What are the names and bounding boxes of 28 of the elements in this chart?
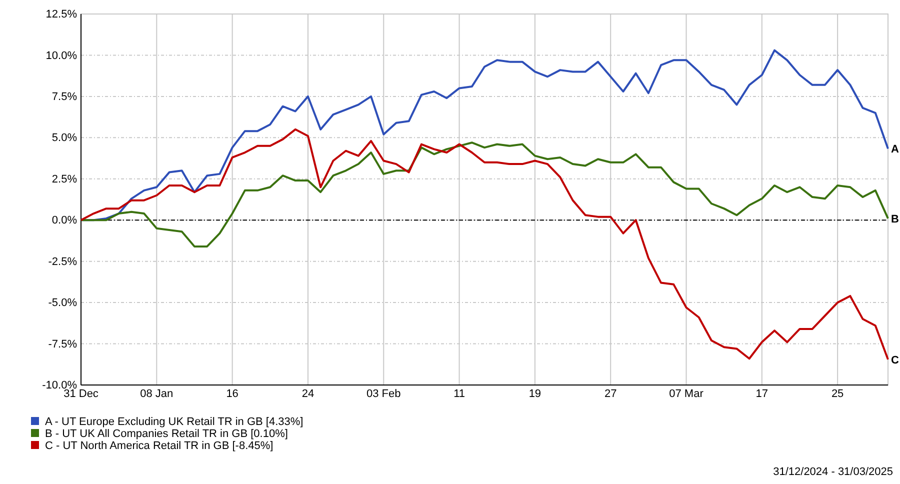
y-tick-label: 10.0% [46, 50, 78, 62]
x-tick-label: 07 Mar [669, 388, 704, 400]
y-tick-label: 7.5% [52, 90, 78, 103]
legend-label: B - UT UK All Companies Retail TR in GB [0.10%] [45, 428, 288, 440]
text: C [891, 354, 899, 366]
x-tick-label: 03 Feb [366, 388, 401, 400]
line-series [80, 128, 889, 360]
line-series [80, 142, 889, 248]
x-tick-label: 25 [831, 388, 844, 400]
y-tick-label: -2.5% [48, 256, 78, 268]
x-tick-label: 27 [604, 388, 617, 400]
legend-label: A - UT Europe Excluding UK Retail TR in GB [4.33%] [45, 416, 304, 428]
x-tick-label: 11 [454, 388, 465, 400]
y-tick-label: 2.5% [52, 173, 78, 186]
y-tick-label: 5.0% [52, 132, 78, 144]
text: B [891, 213, 899, 226]
legend-label: C - UT North America Retail TR in GB [-8.45%] [45, 440, 274, 452]
x-tick-label: 24 [302, 388, 314, 400]
x-tick-label: 16 [226, 388, 238, 400]
y-tick-label: -5.0% [48, 297, 78, 310]
text: 31/12/2024 - 31/03/2025 [773, 466, 893, 478]
x-tick-label: 08 Jan [140, 388, 174, 400]
x-tick-label: 19 [528, 388, 542, 400]
y-tick-label: 0.0% [52, 214, 78, 227]
text: A [891, 144, 899, 156]
y-tick-label: -7.5% [48, 338, 78, 350]
x-tick-label: 17 [756, 388, 768, 400]
y-tick-label: 12.5% [46, 8, 78, 21]
